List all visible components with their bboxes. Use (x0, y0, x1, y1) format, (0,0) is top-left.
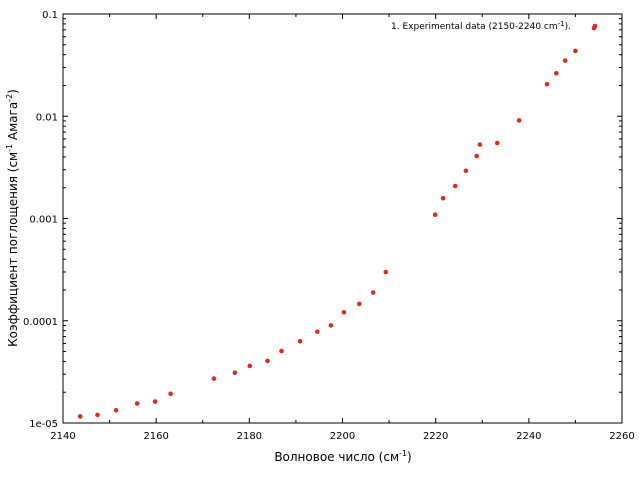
data-point (440, 195, 446, 201)
x-tick-label: 2240 (516, 431, 541, 442)
data-point (383, 269, 389, 275)
data-point (168, 391, 173, 397)
y-tick-label: 0.001 (29, 215, 58, 226)
data-point (463, 168, 469, 174)
data-point (113, 408, 119, 413)
data-point (77, 414, 83, 419)
data-point (357, 301, 362, 307)
data-point (477, 142, 483, 147)
x-tick-label: 2260 (609, 431, 634, 442)
legend-entry-label: 1. Experimental data (2150-2240 cm-1). (391, 20, 571, 32)
y-tick-label: 1e-05 (29, 419, 58, 430)
legend: 1. Experimental data (2150-2240 cm-1). (391, 20, 598, 32)
data-point (247, 363, 253, 369)
data-point (211, 376, 217, 381)
data-point (152, 399, 158, 404)
x-tick-label: 2140 (50, 431, 75, 442)
data-point (554, 71, 559, 76)
data-point (494, 140, 500, 146)
x-tick-label: 2180 (237, 431, 262, 442)
data-point (516, 118, 522, 123)
data-point (279, 348, 284, 354)
y-axis-label: Коэффициент поглощения (см-1 Амага-2) (5, 89, 20, 347)
data-point (573, 48, 578, 54)
data-point (452, 183, 458, 189)
data-point (370, 290, 376, 295)
y-tick-label: 0.01 (36, 112, 58, 123)
data-point (432, 212, 438, 217)
data-point (328, 323, 334, 328)
x-tick-label: 2160 (143, 431, 168, 442)
axis-ticks (62, 13, 623, 424)
legend-marker (592, 23, 598, 29)
tick-labels: 2140 2160 2180 2200 2220 2240 2260 1e-05 0.0001 0… (23, 10, 635, 442)
data-point (315, 329, 320, 335)
data-points (77, 25, 597, 419)
data-point (134, 401, 140, 406)
data-point (95, 412, 100, 418)
x-axis-label: Волновое число (см-1) (274, 449, 411, 464)
y-tick-label: 0.0001 (23, 317, 58, 328)
data-point (297, 339, 303, 344)
x-tick-label: 2220 (423, 431, 448, 442)
data-point (544, 81, 550, 87)
data-point (265, 358, 270, 364)
y-tick-label: 0.1 (42, 10, 58, 21)
x-tick-label: 2200 (330, 431, 355, 442)
data-point (474, 153, 480, 159)
data-point (341, 310, 347, 315)
plot-area (62, 13, 623, 424)
data-point (562, 58, 568, 63)
data-point (232, 370, 238, 376)
